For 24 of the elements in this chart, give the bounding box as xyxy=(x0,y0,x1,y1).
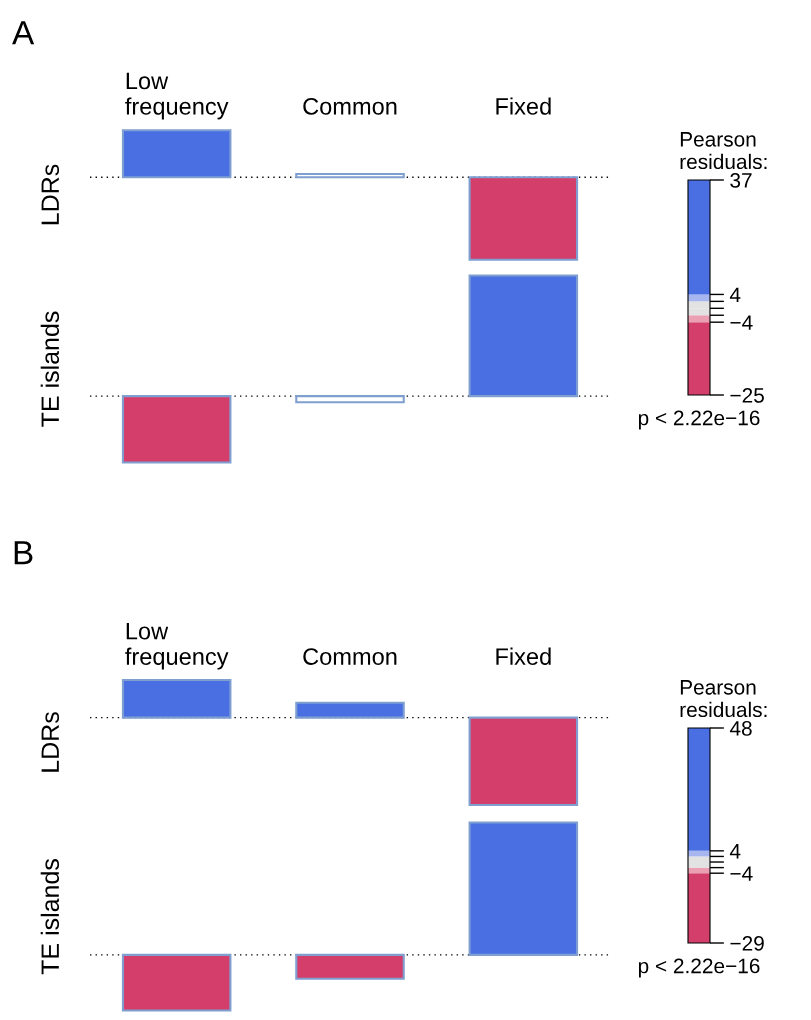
x-tick-label: Low frequency xyxy=(125,623,229,670)
text: LDRs xyxy=(41,712,60,772)
color-bar-label: −4 xyxy=(730,866,753,881)
x-tick-label: Fixed xyxy=(496,647,551,665)
text: TE islands xyxy=(40,311,60,427)
color-bar-label: −4 xyxy=(730,315,753,330)
text: TE islands xyxy=(40,859,60,975)
x-tick-label: Common xyxy=(303,648,397,665)
color-bar-label: 37 xyxy=(730,173,752,188)
chart-title: A xyxy=(12,21,35,45)
x-tick-label: Fixed xyxy=(496,97,551,115)
color-bar-label: 48 xyxy=(729,721,752,736)
color-bar-title: Pearson residuals: xyxy=(680,132,767,170)
color-bar-label: 4 xyxy=(729,287,741,302)
x-tick-label: Common xyxy=(303,98,397,115)
color-bar-title: Pearson residuals: xyxy=(680,680,767,718)
chart-title: B xyxy=(14,541,33,565)
color-bar-label: 4 xyxy=(729,844,741,859)
text: p < 2.22e−16 xyxy=(638,958,760,978)
color-bar-label: −29 xyxy=(730,936,764,951)
color-bar-label: −25 xyxy=(730,388,764,403)
x-tick-label: Low frequency xyxy=(125,72,229,120)
text: LDRs xyxy=(41,164,60,225)
text: p < 2.22e−16 xyxy=(638,410,760,430)
